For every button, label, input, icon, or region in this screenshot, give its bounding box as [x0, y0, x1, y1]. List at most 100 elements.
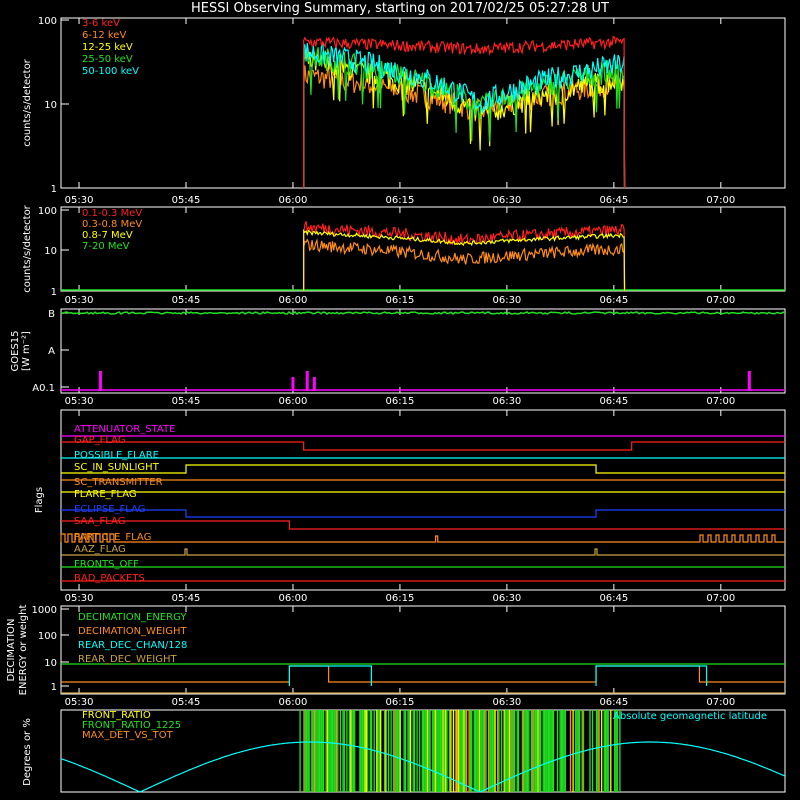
panel5-ytick-label: 10 — [44, 658, 57, 669]
panel5-legend-entry: REAR_DEC_WEIGHT — [78, 654, 177, 665]
panel3-xtick-label: 05:45 — [172, 396, 201, 407]
panel4-xtick-label: 06:30 — [492, 593, 521, 604]
panel1-series-3-6-keV — [303, 35, 626, 189]
panel1-legend-entry: 12-25 keV — [82, 42, 133, 53]
panel1-xtick-label: 05:30 — [65, 195, 94, 206]
panel1-legend-entry: 50-100 keV — [82, 66, 139, 77]
panel3-spike — [312, 377, 316, 391]
panel2-legend-entry: 0.8-7 MeV — [82, 230, 133, 241]
panel3-xtick-label: 06:45 — [599, 396, 628, 407]
panel3-yunit: [W m⁻²] — [21, 331, 32, 371]
panel4-flag-line — [61, 441, 785, 451]
panel1-legend-entry: 6-12 keV — [82, 30, 126, 41]
panel4-flag-label: BAD_PACKETS — [74, 573, 145, 584]
panel3-ytick-label: A0.1 — [32, 383, 55, 394]
panel6-legend-entry: FRONT_RATIO_1225 — [82, 720, 181, 731]
panel4-xtick-label: 06:00 — [279, 593, 308, 604]
panel2-xtick-label: 06:45 — [599, 295, 628, 306]
panel2-xtick-label: 07:00 — [706, 295, 735, 306]
panel2-ytick-label: 10 — [44, 246, 57, 257]
panel2-xtick-label: 06:30 — [492, 295, 521, 306]
panel4-flag-label: SC_IN_SUNLIGHT — [74, 462, 160, 473]
panel1-legend-entry: 25-50 keV — [82, 54, 133, 65]
panel5-series-rear-dec-chan — [288, 665, 708, 686]
panel4-flag-label: GAP_FLAG — [74, 435, 126, 446]
panel2-xtick-label: 06:15 — [386, 295, 415, 306]
panel5-xtick-label: 06:30 — [492, 697, 521, 708]
panel5-legend-entry: REAR_DEC_CHAN/128 — [78, 640, 187, 651]
panel1-xtick-label: 05:45 — [172, 195, 201, 206]
panel1-xtick-label: 06:45 — [599, 195, 628, 206]
panel4-flag-line — [61, 464, 785, 474]
panel2-xtick-label: 06:00 — [279, 295, 308, 306]
panel3-spike — [747, 371, 751, 391]
panel6-legend-latitude: Absolute geomagnetic latitude — [613, 711, 767, 722]
panel4-flag-label: SC_TRANSMITTER — [74, 477, 163, 488]
panel4-flag-line — [61, 548, 785, 556]
panel6-legend-entry: MAX_DET_VS_TOT — [82, 730, 174, 741]
chart-title: HESSI Observing Summary, starting on 201… — [191, 1, 609, 16]
panel5-ylabel-2: ENERGY or weight — [18, 605, 29, 696]
panel3-xtick-label: 06:00 — [279, 396, 308, 407]
panel1-xtick-label: 06:30 — [492, 195, 521, 206]
panel5-frame — [60, 605, 786, 695]
panel4-flag-line — [61, 509, 785, 518]
panel5-legend-entry: DECIMATION_WEIGHT — [78, 626, 187, 637]
panel6-ylabel: Degrees or % — [22, 718, 33, 786]
panel3-ytick-label: A — [48, 346, 55, 357]
panel5-xtick-label: 06:00 — [279, 697, 308, 708]
panel5-xtick-label: 05:30 — [65, 697, 94, 708]
panel5-ytick-label: 1000 — [32, 605, 57, 616]
panel4-ylabel: Flags — [34, 487, 45, 513]
panel1-ylabel: counts/s/detector — [22, 58, 33, 146]
panel2-xtick-label: 05:45 — [172, 295, 201, 306]
panel3-xtick-label: 07:00 — [706, 396, 735, 407]
panel1-ytick-label: 10 — [44, 100, 57, 111]
panel1-ytick-label: 100 — [38, 16, 57, 27]
panel5-xtick-label: 05:45 — [172, 697, 201, 708]
panel2-ytick-label: 1 — [51, 287, 57, 298]
panel1-legend-entry: 3-6 keV — [82, 18, 120, 29]
panel3-spike — [305, 371, 309, 391]
panel1-xtick-label: 06:00 — [279, 195, 308, 206]
text-layer: 05:30 05:45 06:00 06:15 06:30 06:45 07:00 05:30… — [6, 16, 767, 786]
panel6-series-geomagnetic-latitude — [60, 741, 786, 793]
panel1-ytick-label: 1 — [51, 184, 57, 195]
panel3-ytick-label: B — [48, 309, 55, 320]
panel3-spike — [291, 377, 295, 391]
panel4-xtick-label: 05:30 — [65, 593, 94, 604]
panel4-flag-label: FRONTS_OFF — [74, 559, 139, 570]
panel3-xtick-label: 06:30 — [492, 396, 521, 407]
panel5-ytick-label: 100 — [38, 631, 57, 642]
panel2-series-0.3-0.8-MeV — [303, 238, 626, 292]
panel5-xtick-label: 07:00 — [706, 697, 735, 708]
panel4-flag-line — [61, 520, 785, 530]
panel4-flag-label: AAZ_FLAG — [74, 544, 126, 555]
panel3-spike — [98, 371, 102, 391]
panel4-flag-line — [60, 533, 785, 543]
panel2-frame — [60, 206, 786, 292]
panel2-ytick-label: 100 — [38, 206, 57, 217]
panel5-series-decimation-weight — [61, 665, 785, 683]
panel1-series-25-50-keV — [303, 45, 626, 189]
panel1-xtick-label: 06:15 — [386, 195, 415, 206]
panel4-flag-label: POSSIBLE_FLARE — [74, 450, 159, 461]
panel4-flag-label: ECLIPSE_FLAG — [74, 504, 145, 515]
panel4-xtick-label: 07:00 — [706, 593, 735, 604]
panel5-legend-entry: DECIMATION_ENERGY — [78, 612, 187, 623]
panel5-ylabel-1: DECIMATION — [6, 618, 17, 681]
panel5-xtick-label: 06:15 — [386, 697, 415, 708]
panel5-ytick-label: 1 — [51, 682, 57, 693]
panel3-frame — [60, 308, 786, 394]
panel2-legend-entry: 7-20 MeV — [82, 241, 130, 252]
panel2-legend-entry: 0.3-0.8 MeV — [82, 219, 142, 230]
panel3-xtick-label: 05:30 — [65, 396, 94, 407]
panel2-legend-entry: 0.1-0.3 MeV — [82, 208, 142, 219]
panel4-xtick-label: 06:45 — [599, 593, 628, 604]
panel4-flag-label: SAA_FLAG — [74, 516, 125, 527]
panel4-frame — [60, 409, 786, 591]
panel3-series-goes-long — [60, 310, 786, 316]
panel4-flag-label: FLARE_FLAG — [74, 489, 137, 500]
data-layer — [60, 18, 786, 793]
